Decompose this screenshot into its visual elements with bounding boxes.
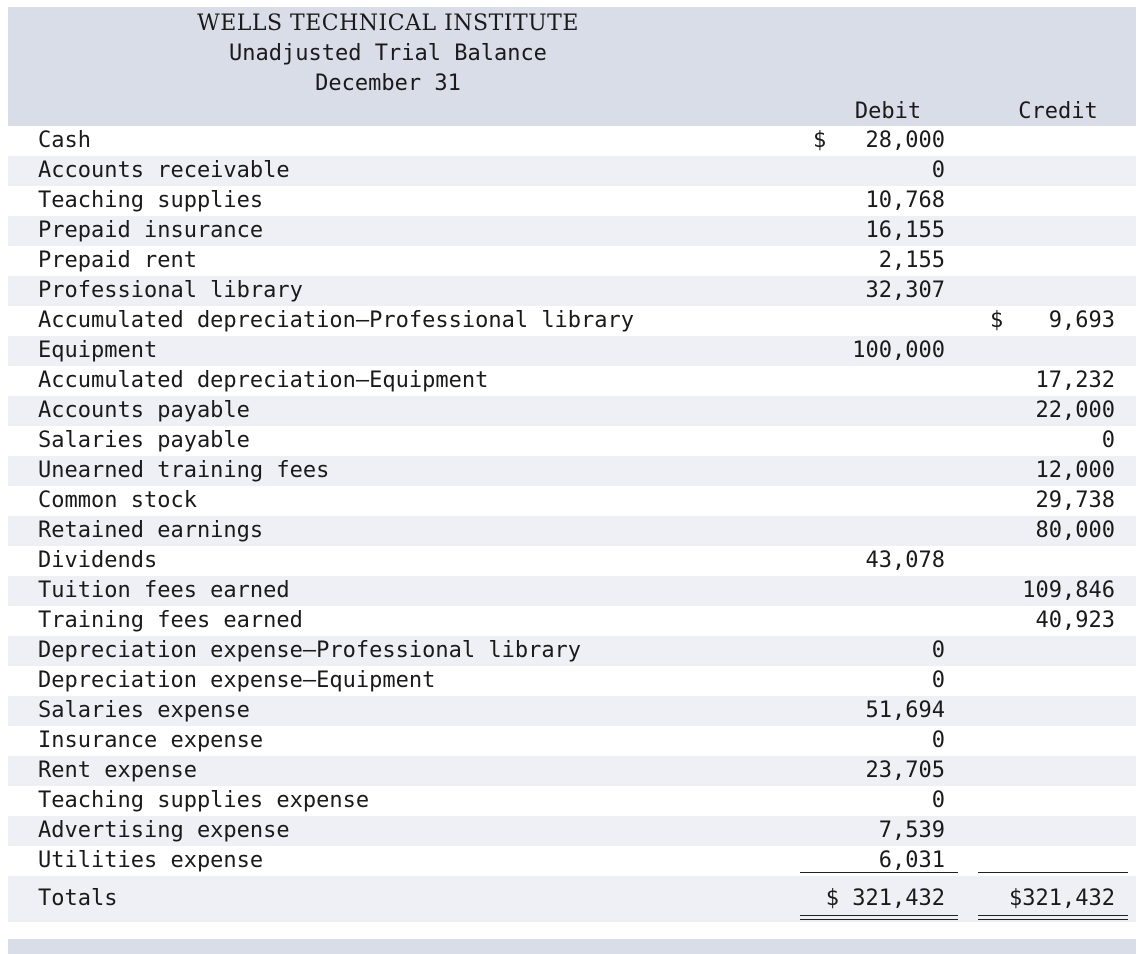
credit-amount: 12,000 — [1035, 458, 1115, 483]
credit-amount: 9,693 — [1048, 308, 1115, 333]
account-name: Accounts payable — [38, 398, 250, 423]
account-name: Depreciation expense—Professional librar… — [38, 638, 582, 663]
account-name: Prepaid rent — [38, 248, 197, 273]
table-row: Equipment 100,000 — [8, 336, 1136, 366]
table-row: Professional library 32,307 — [8, 276, 1136, 306]
totals-label: Totals — [38, 886, 118, 911]
table-row: Depreciation expense—Professional librar… — [8, 636, 1136, 666]
debit-single-underline — [800, 872, 958, 873]
credit-amount: 109,846 — [1022, 578, 1115, 603]
company-name: WELLS TECHNICAL INSTITUTE — [197, 11, 579, 36]
credit-amount: 29,738 — [1035, 488, 1115, 513]
account-name: Common stock — [38, 488, 197, 513]
debit-amount: 32,307 — [865, 278, 945, 303]
debit-amount: 0 — [931, 728, 945, 753]
account-name: Advertising expense — [38, 818, 290, 843]
credit-amount: 40,923 — [1035, 608, 1115, 633]
table-row: Utilities expense 6,031 — [8, 846, 1136, 876]
account-name: Utilities expense — [38, 848, 264, 873]
table-row: Rent expense 23,705 — [8, 756, 1136, 786]
credit-column-header: Credit — [1018, 99, 1098, 124]
debit-amount: 16,155 — [865, 218, 945, 243]
statement-date: December 31 — [315, 71, 461, 96]
totals-credit: $321,432 — [1009, 886, 1115, 911]
account-name: Depreciation expense—Equipment — [38, 668, 436, 693]
debit-amount: 0 — [931, 638, 945, 663]
table-row: Accounts payable 22,000 — [8, 396, 1136, 426]
debit-amount: 0 — [931, 158, 945, 183]
table-row: Training fees earned 40,923 — [8, 606, 1136, 636]
table-row: Tuition fees earned 109,846 — [8, 576, 1136, 606]
totals-debit: $ 321,432 — [825, 886, 945, 911]
account-name: Prepaid insurance — [38, 218, 264, 243]
account-name: Teaching supplies expense — [38, 788, 370, 813]
table-row: Accounts receivable 0 — [8, 156, 1136, 186]
debit-amount: 6,031 — [878, 848, 945, 873]
account-name: Salaries expense — [38, 698, 250, 723]
debit-column-header: Debit — [854, 99, 922, 124]
account-name: Training fees earned — [38, 608, 303, 633]
table-row: Dividends 43,078 — [8, 546, 1136, 576]
account-name: Teaching supplies — [38, 188, 264, 213]
debit-amount: 7,539 — [878, 818, 945, 843]
totals-row: Totals $ 321,432 $321,432 — [8, 876, 1136, 922]
debit-amount: 23,705 — [865, 758, 945, 783]
debit-amount: 10,768 — [865, 188, 945, 213]
table-row: Cash $28,000 — [8, 126, 1136, 156]
credit-double-underline — [978, 915, 1128, 920]
account-name: Unearned training fees — [38, 458, 330, 483]
credit-single-underline — [978, 872, 1128, 873]
table-row: Prepaid insurance 16,155 — [8, 216, 1136, 246]
debit-amount: 51,694 — [865, 698, 945, 723]
account-name: Cash — [38, 128, 91, 153]
table-row: Common stock 29,738 — [8, 486, 1136, 516]
table-row: Retained earnings 80,000 — [8, 516, 1136, 546]
table-row: Accumulated depreciation—Equipment 17,232 — [8, 366, 1136, 396]
table-row: Insurance expense 0 — [8, 726, 1136, 756]
trial-balance-sheet: WELLS TECHNICAL INSTITUTE Unadjusted Tri… — [8, 7, 1136, 922]
footer-bar — [8, 939, 1136, 954]
statement-title: Unadjusted Trial Balance — [229, 41, 547, 66]
debit-dollar-sign: $ — [813, 128, 827, 153]
credit-amount: 17,232 — [1035, 368, 1115, 393]
account-name: Dividends — [38, 548, 158, 573]
table-row: Depreciation expense—Equipment 0 — [8, 666, 1136, 696]
table-row: Teaching supplies 10,768 — [8, 186, 1136, 216]
debit-amount: 43,078 — [865, 548, 945, 573]
account-name: Equipment — [38, 338, 158, 363]
table-row: Prepaid rent 2,155 — [8, 246, 1136, 276]
account-name: Accumulated depreciation—Professional li… — [38, 308, 635, 333]
account-name: Rent expense — [38, 758, 197, 783]
account-name: Accounts receivable — [38, 158, 290, 183]
debit-amount: 2,155 — [878, 248, 945, 273]
debit-amount: 100,000 — [852, 338, 945, 363]
debit-amount: 0 — [931, 668, 945, 693]
account-name: Retained earnings — [38, 518, 264, 543]
debit-amount: 28,000 — [865, 128, 945, 153]
table-row: Teaching supplies expense 0 — [8, 786, 1136, 816]
statement-header: WELLS TECHNICAL INSTITUTE Unadjusted Tri… — [8, 7, 1136, 126]
debit-amount: 0 — [931, 788, 945, 813]
table-row: Salaries expense 51,694 — [8, 696, 1136, 726]
account-name: Insurance expense — [38, 728, 264, 753]
table-row: Accumulated depreciation—Professional li… — [8, 306, 1136, 336]
account-rows: Cash $28,000 Accounts receivable 0 Teaching … — [8, 126, 1136, 876]
table-row: Salaries payable 0 — [8, 426, 1136, 456]
credit-amount: 22,000 — [1035, 398, 1115, 423]
credit-amount: 80,000 — [1035, 518, 1115, 543]
account-name: Tuition fees earned — [38, 578, 290, 603]
table-row: Advertising expense 7,539 — [8, 816, 1136, 846]
credit-dollar-sign: $ — [990, 308, 1004, 333]
account-name: Professional library — [38, 278, 303, 303]
account-name: Salaries payable — [38, 428, 250, 453]
table-row: Unearned training fees 12,000 — [8, 456, 1136, 486]
account-name: Accumulated depreciation—Equipment — [38, 368, 489, 393]
credit-amount: 0 — [1101, 428, 1115, 453]
debit-double-underline — [800, 915, 958, 920]
